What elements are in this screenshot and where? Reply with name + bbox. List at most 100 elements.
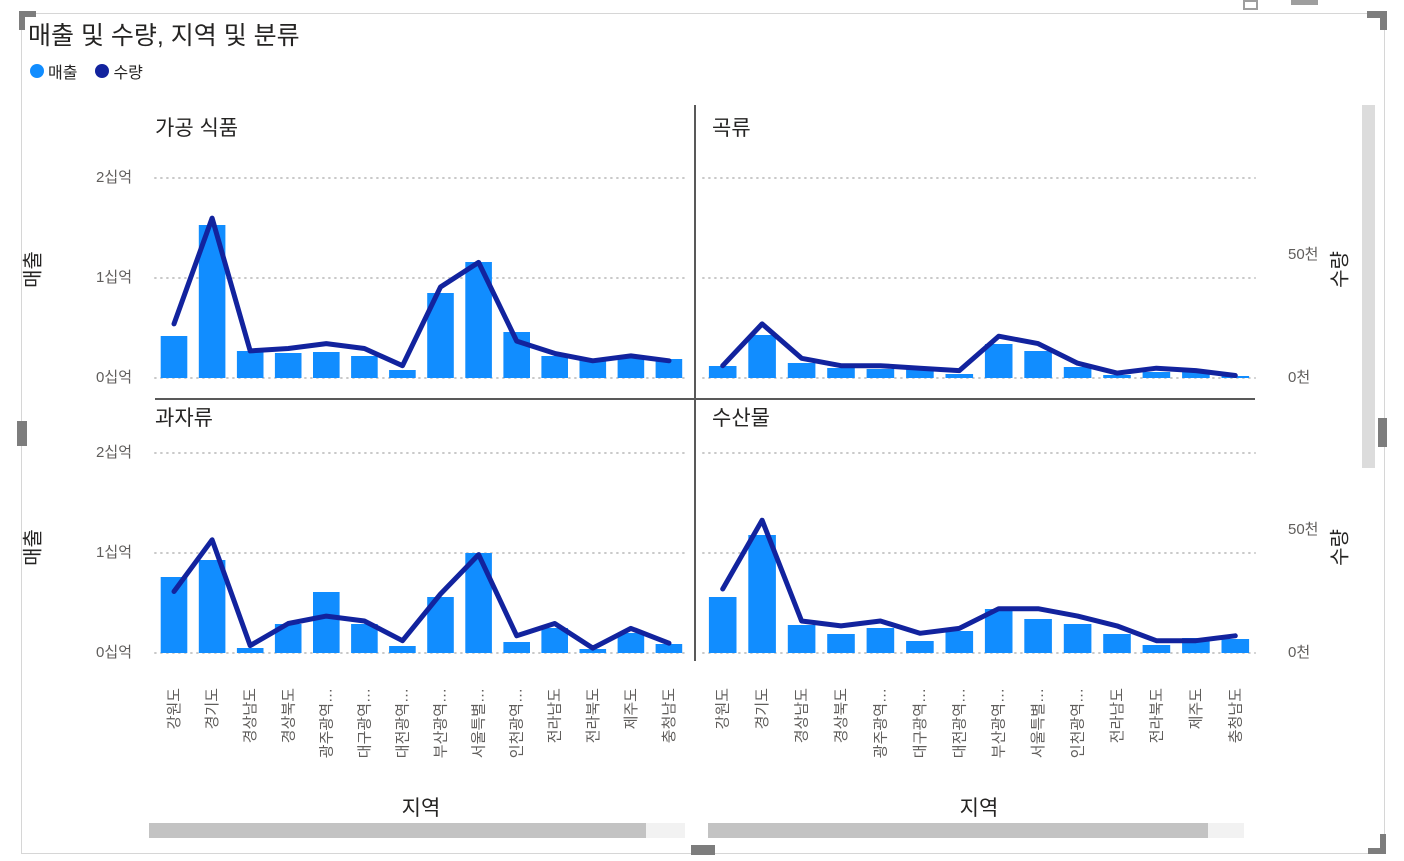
- sales-bar[interactable]: [906, 641, 934, 653]
- x-category-label[interactable]: 제주도: [623, 688, 640, 730]
- sales-bar[interactable]: [827, 368, 855, 378]
- x-category-label[interactable]: 전라남도: [1109, 688, 1126, 743]
- x-category-label[interactable]: 대전광역…: [395, 688, 412, 758]
- resize-handle-left[interactable]: [17, 421, 27, 446]
- x-category-label[interactable]: 서울특별…: [1030, 688, 1047, 758]
- sales-bar[interactable]: [274, 353, 302, 378]
- sales-bar[interactable]: [945, 374, 974, 378]
- x-category-label[interactable]: 대전광역…: [951, 688, 968, 758]
- x-category-label[interactable]: 광주광역…: [318, 688, 335, 758]
- x-category-label[interactable]: 경상남도: [242, 688, 259, 743]
- sales-bar[interactable]: [748, 335, 776, 378]
- h-scrollbar-thumb[interactable]: [708, 823, 1208, 838]
- sales-bar[interactable]: [351, 356, 378, 378]
- x-category-label[interactable]: 제주도: [1188, 688, 1205, 730]
- panel-plot-snacks[interactable]: [154, 425, 689, 655]
- sales-bar[interactable]: [945, 631, 974, 653]
- x-category-label[interactable]: 대구광역…: [912, 688, 929, 758]
- h-scrollbar-right-column[interactable]: [708, 823, 1244, 838]
- quantity-line[interactable]: [720, 517, 1238, 644]
- resize-handle-bottom-right[interactable]: [1368, 848, 1386, 854]
- sales-bar[interactable]: [313, 352, 340, 378]
- sales-bar[interactable]: [579, 360, 607, 378]
- sales-bar[interactable]: [198, 560, 226, 653]
- sales-bar[interactable]: [708, 366, 737, 378]
- sales-bar[interactable]: [1221, 639, 1250, 653]
- sales-bar[interactable]: [1063, 367, 1092, 378]
- sales-bar[interactable]: [748, 535, 776, 653]
- x-category-label[interactable]: 경기도: [204, 688, 221, 730]
- x-category-label[interactable]: 부산광역…: [991, 688, 1008, 758]
- sales-bar[interactable]: [787, 625, 816, 653]
- sales-bar[interactable]: [617, 633, 645, 653]
- sales-bar[interactable]: [236, 648, 264, 653]
- sales-bar[interactable]: [1182, 372, 1210, 378]
- panel-plot-processed-food[interactable]: [154, 150, 689, 380]
- sales-bar[interactable]: [1024, 351, 1052, 378]
- x-category-label[interactable]: 경기도: [754, 688, 771, 730]
- x-category-label[interactable]: 인천광역…: [509, 688, 526, 758]
- sales-bar[interactable]: [1103, 634, 1131, 653]
- panel-plot-grains[interactable]: [702, 150, 1256, 380]
- sales-bar[interactable]: [389, 646, 416, 653]
- quantity-line[interactable]: [720, 321, 1238, 378]
- resize-handle-top-left[interactable]: [19, 11, 36, 17]
- sales-bar[interactable]: [617, 357, 645, 378]
- x-category-label[interactable]: 전라북도: [585, 688, 602, 743]
- sales-bar[interactable]: [708, 597, 737, 653]
- sales-bar[interactable]: [1024, 619, 1052, 653]
- visual-header-pin-icon[interactable]: [1243, 0, 1258, 10]
- sales-bar[interactable]: [866, 628, 895, 653]
- sales-bar[interactable]: [787, 363, 816, 378]
- resize-handle-right[interactable]: [1378, 418, 1387, 447]
- resize-handle-top-right[interactable]: [1380, 11, 1387, 30]
- x-category-label[interactable]: 인천광역…: [1070, 688, 1087, 758]
- x-category-label[interactable]: 강원도: [166, 688, 183, 730]
- quantity-line[interactable]: [171, 215, 672, 369]
- resize-handle-bottom[interactable]: [691, 845, 715, 855]
- x-category-label[interactable]: 강원도: [715, 688, 732, 730]
- sales-bar[interactable]: [503, 642, 530, 653]
- sales-bar[interactable]: [984, 609, 1013, 653]
- x-category-label[interactable]: 충청남도: [661, 688, 678, 743]
- visual-header-more-icon[interactable]: [1291, 0, 1318, 5]
- sales-bar[interactable]: [389, 370, 416, 378]
- x-category-label[interactable]: 전라북도: [1148, 688, 1165, 743]
- sales-bar[interactable]: [655, 644, 683, 653]
- sales-bar[interactable]: [465, 553, 492, 653]
- resize-handle-top-left[interactable]: [19, 11, 25, 30]
- sales-bar[interactable]: [1142, 645, 1171, 653]
- resize-handle-top-right[interactable]: [1367, 11, 1387, 18]
- sales-bar[interactable]: [579, 649, 607, 653]
- panel-plot-seafood[interactable]: [702, 425, 1256, 655]
- sales-bar[interactable]: [1142, 372, 1171, 378]
- legend-item-sales[interactable]: 매출: [30, 59, 77, 83]
- sales-bar[interactable]: [351, 624, 378, 653]
- sales-bar[interactable]: [541, 356, 568, 378]
- sales-bar[interactable]: [827, 634, 855, 653]
- sales-bar[interactable]: [984, 344, 1013, 378]
- x-category-label[interactable]: 서울특별…: [471, 688, 488, 758]
- sales-bar[interactable]: [313, 592, 340, 653]
- quantity-line[interactable]: [171, 537, 672, 651]
- sales-bar[interactable]: [1103, 375, 1131, 378]
- sales-bar[interactable]: [655, 359, 683, 378]
- sales-bar[interactable]: [906, 367, 934, 378]
- x-category-label[interactable]: 전라남도: [547, 688, 564, 743]
- x-category-label[interactable]: 광주광역…: [872, 688, 889, 758]
- legend-item-quantity[interactable]: 수량: [95, 59, 143, 83]
- x-category-label[interactable]: 부산광역…: [433, 688, 450, 758]
- v-scrollbar[interactable]: [1362, 105, 1375, 468]
- sales-bar[interactable]: [236, 351, 264, 378]
- sales-bar[interactable]: [866, 369, 895, 378]
- x-category-label[interactable]: 충청남도: [1227, 688, 1244, 743]
- x-category-label[interactable]: 경상북도: [833, 688, 850, 743]
- x-category-label[interactable]: 경상남도: [794, 688, 811, 743]
- x-category-label[interactable]: 대구광역…: [356, 688, 373, 758]
- x-category-label[interactable]: 경상북도: [280, 688, 297, 743]
- sales-bar[interactable]: [160, 336, 188, 378]
- sales-bar[interactable]: [1063, 624, 1092, 653]
- h-scrollbar-thumb[interactable]: [149, 823, 646, 838]
- h-scrollbar-left-column[interactable]: [149, 823, 685, 838]
- resize-handle-bottom-right[interactable]: [1380, 834, 1386, 854]
